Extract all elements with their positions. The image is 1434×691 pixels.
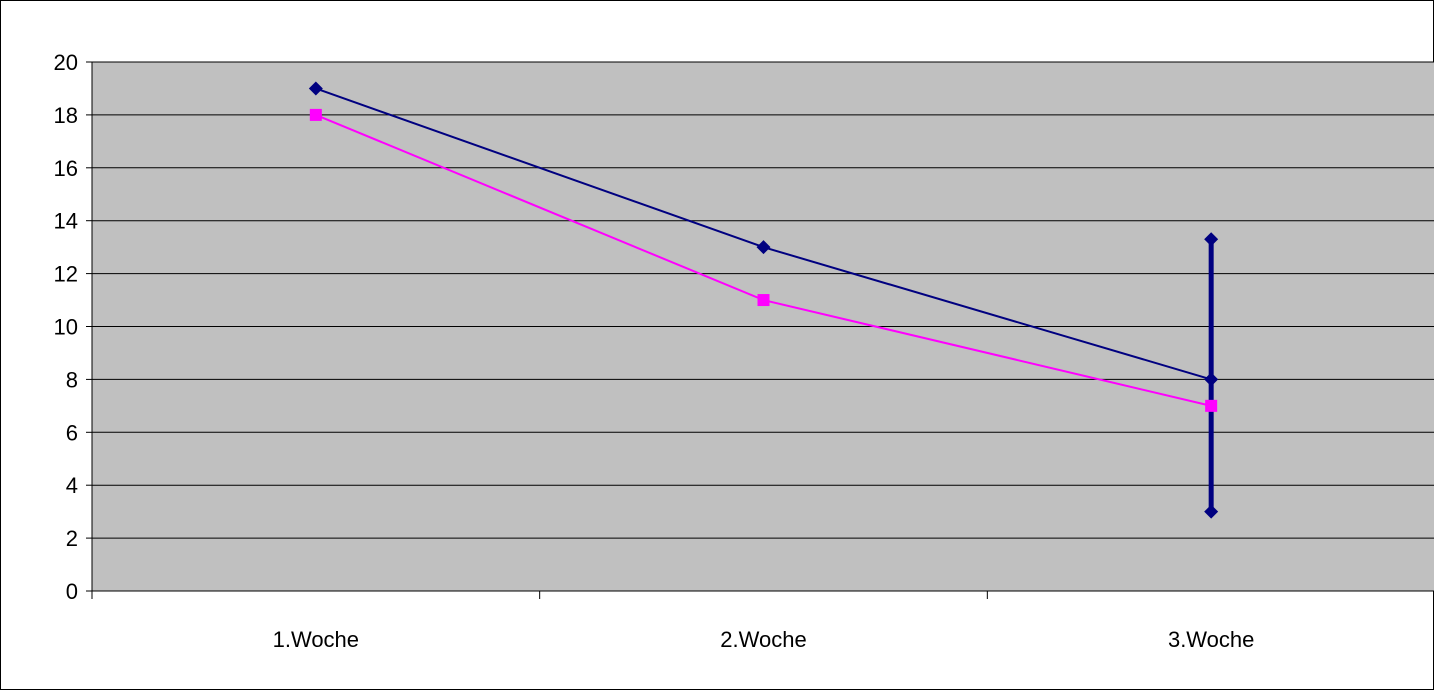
y-tick-label: 6 (66, 420, 78, 445)
square-marker (309, 108, 322, 121)
y-tick-label: 8 (66, 367, 78, 392)
diamond-marker (1204, 372, 1219, 387)
diamond-marker (756, 240, 771, 255)
x-tick-label: 1.Woche (273, 627, 359, 652)
series-group (308, 81, 1219, 519)
series-layer (308, 81, 1219, 519)
y-tick-label: 16 (54, 156, 78, 181)
diamond-marker (1204, 232, 1219, 247)
y-tick-label: 2 (66, 526, 78, 551)
diamond-marker (1204, 504, 1219, 519)
y-tick-label: 0 (66, 579, 78, 604)
series-group (309, 108, 1218, 412)
y-tick-label: 10 (54, 315, 78, 340)
axes (86, 61, 1434, 599)
y-tick-label: 4 (66, 473, 78, 498)
x-tick-label: 3.Woche (1168, 627, 1254, 652)
y-tick-label: 20 (54, 50, 78, 75)
square-marker (1205, 399, 1218, 412)
tick-labels: 0 2 4 6 8 10 12 14 16 18 20 1.Woche 2.Woche 3.Woche (54, 50, 1255, 652)
square-marker (757, 294, 770, 307)
diamond-marker (308, 81, 323, 96)
x-tick-label: 2.Woche (720, 627, 806, 652)
y-tick-label: 18 (54, 103, 78, 128)
y-tick-label: 12 (54, 262, 78, 287)
y-tick-label: 14 (54, 209, 78, 234)
